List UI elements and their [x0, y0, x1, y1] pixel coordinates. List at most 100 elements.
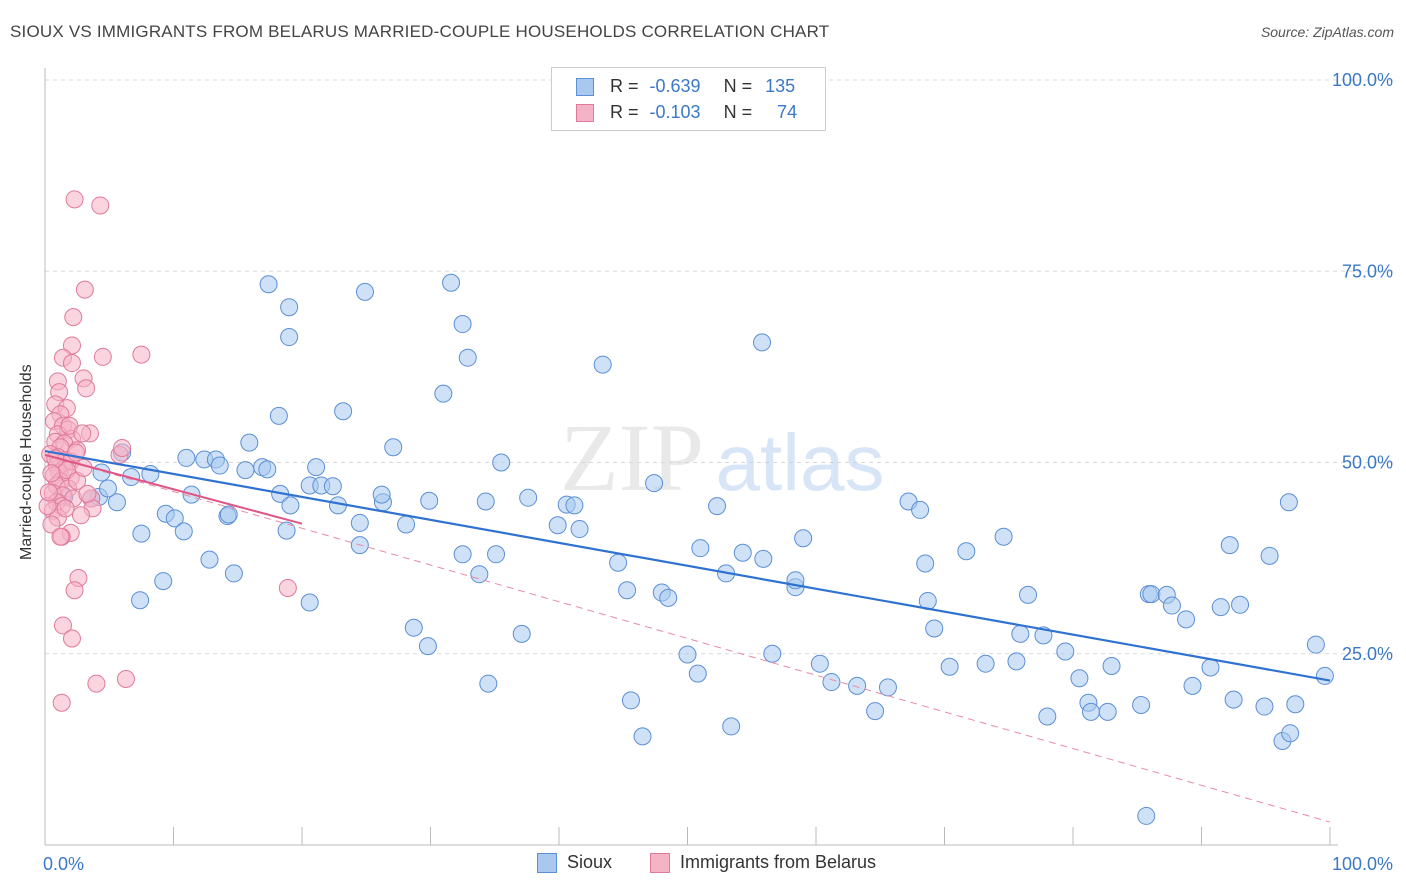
point-sioux: [822, 673, 841, 692]
point-sioux: [442, 273, 461, 292]
point-belarus: [113, 438, 132, 457]
point-sioux: [678, 645, 697, 664]
point-belarus: [52, 693, 71, 712]
point-sioux: [994, 527, 1013, 546]
legend-text-belarus: R = -0.103 N = 74: [610, 102, 797, 123]
point-sioux: [418, 637, 437, 656]
point-sioux: [722, 717, 741, 736]
point-sioux: [492, 453, 511, 472]
bottom-legend-label-belarus: Immigrants from Belarus: [680, 852, 877, 872]
point-sioux: [1183, 676, 1202, 695]
point-sioux: [236, 461, 255, 480]
point-sioux: [372, 485, 391, 504]
point-sioux: [733, 543, 752, 562]
point-belarus: [91, 196, 110, 215]
point-belarus: [62, 629, 81, 648]
watermark-atlas: atlas: [716, 418, 885, 507]
y-tick-label: 100.0%: [1332, 70, 1393, 90]
point-sioux: [1011, 624, 1030, 643]
point-sioux: [1211, 598, 1230, 617]
point-sioux: [98, 479, 117, 498]
point-belarus: [73, 424, 92, 443]
point-sioux: [593, 355, 612, 374]
point-sioux: [476, 492, 495, 511]
trend-line-sioux: [44, 449, 1331, 682]
point-sioux: [878, 678, 897, 697]
point-sioux: [609, 553, 628, 572]
point-sioux: [453, 315, 472, 334]
point-sioux: [1201, 658, 1220, 677]
point-sioux: [512, 624, 531, 643]
trend-line-belarus-extended: [44, 454, 1331, 823]
point-sioux: [334, 402, 353, 421]
point-sioux: [621, 691, 640, 710]
point-sioux: [258, 460, 277, 479]
point-sioux: [1007, 652, 1026, 671]
point-sioux: [281, 496, 300, 515]
point-sioux: [1260, 546, 1279, 565]
point-sioux: [925, 619, 944, 638]
point-belarus: [39, 483, 58, 502]
point-sioux: [691, 539, 710, 558]
point-sioux: [470, 565, 489, 584]
point-belarus: [62, 354, 81, 373]
trend-lines: [44, 449, 1331, 823]
point-sioux: [519, 488, 538, 507]
point-sioux: [280, 328, 299, 347]
point-sioux: [453, 545, 472, 564]
point-sioux: [1142, 585, 1161, 604]
legend-n-label: N =: [723, 102, 753, 122]
point-belarus: [42, 464, 61, 483]
y-tick-label: 50.0%: [1342, 453, 1393, 473]
point-sioux: [1224, 690, 1243, 709]
point-belarus: [77, 379, 96, 398]
point-sioux: [200, 550, 219, 569]
point-belarus: [65, 190, 84, 209]
point-sioux: [177, 448, 196, 467]
point-sioux: [131, 591, 150, 610]
point-sioux: [688, 664, 707, 683]
point-belarus: [53, 616, 72, 635]
point-sioux: [1070, 669, 1089, 688]
data-points: [38, 190, 1334, 825]
point-belarus: [78, 484, 97, 503]
point-belarus: [74, 458, 93, 477]
y-tick-label: 25.0%: [1342, 644, 1393, 664]
watermark-zip: ZIP: [560, 404, 704, 511]
point-sioux: [259, 275, 278, 294]
point-sioux: [307, 458, 326, 477]
point-sioux: [269, 406, 288, 425]
bottom-legend-swatch-sioux: [537, 853, 557, 873]
point-sioux: [753, 333, 772, 352]
point-sioux: [107, 493, 126, 512]
point-sioux: [957, 542, 976, 561]
point-belarus: [132, 345, 151, 364]
point-sioux: [565, 496, 584, 515]
point-sioux: [1315, 666, 1334, 685]
point-sioux: [659, 588, 678, 607]
legend-r-value: -0.639: [649, 76, 701, 96]
source-label: Source: ZipAtlas.com: [1260, 24, 1394, 40]
point-sioux: [1081, 702, 1100, 721]
y-tick-label: 75.0%: [1342, 261, 1393, 281]
correlation-legend: R = -0.639 N = 135 R = -0.103 N = 74: [551, 67, 826, 131]
point-sioux: [763, 644, 782, 663]
legend-n-value: 74: [777, 102, 798, 122]
point-sioux: [277, 521, 296, 540]
point-sioux: [479, 674, 498, 693]
point-sioux: [916, 554, 935, 573]
point-sioux: [1162, 596, 1181, 615]
point-sioux: [1281, 724, 1300, 743]
point-belarus: [93, 347, 112, 366]
point-sioux: [794, 529, 813, 548]
point-sioux: [487, 545, 506, 564]
legend-n-label: N =: [723, 76, 753, 96]
point-sioux: [154, 572, 173, 591]
point-sioux: [165, 509, 184, 528]
point-belarus: [87, 674, 106, 693]
legend-r-value: -0.103: [649, 102, 701, 122]
point-sioux: [132, 524, 151, 543]
point-sioux: [645, 474, 664, 493]
point-belarus: [278, 578, 297, 597]
